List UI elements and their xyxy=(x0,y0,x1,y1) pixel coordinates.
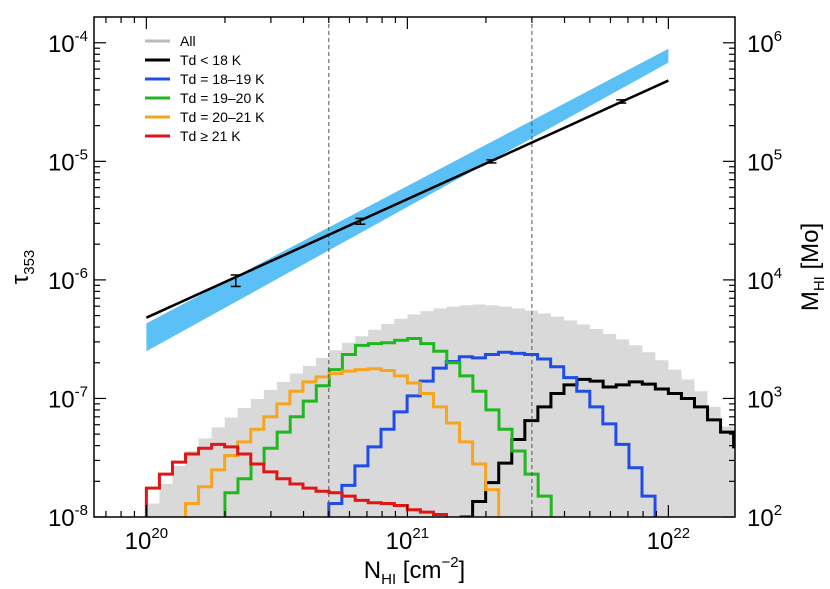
y-title-main: τ xyxy=(7,274,34,284)
tick-base: 10 xyxy=(747,149,774,176)
tick-exponent: 20 xyxy=(151,525,168,542)
legend-item-0: All xyxy=(145,33,196,49)
tick-exponent: -4 xyxy=(75,28,88,45)
error-bar-1 xyxy=(230,274,241,288)
tick-base: 10 xyxy=(747,268,774,295)
legend-item-1: Td < 18 K xyxy=(145,52,242,68)
plot-frame xyxy=(93,16,736,518)
y2-title-sub: HI xyxy=(811,276,828,291)
x-axis-title: NHI [cm−2] xyxy=(364,554,465,588)
y2-tick-label: 104 xyxy=(747,265,782,295)
tick-base: 10 xyxy=(647,528,674,555)
x-title-unit: [cm xyxy=(396,557,441,584)
y2-tick-label: 105 xyxy=(747,146,782,176)
tick-exponent: -7 xyxy=(75,383,88,400)
legend-label: Td = 19–20 K xyxy=(180,90,265,106)
histogram-series-5 xyxy=(144,442,449,517)
legend-label: Td = 18–19 K xyxy=(180,71,265,87)
tick-exponent: 21 xyxy=(412,525,429,542)
tick-exponent: 6 xyxy=(774,28,782,45)
error-bar-4 xyxy=(616,99,627,104)
error-bar-3 xyxy=(486,159,497,164)
x-tick-label: 1020 xyxy=(125,525,168,555)
axes: 1020 1021 102210-810-710-610-510-410210310… xyxy=(7,16,828,588)
tick-base: 10 xyxy=(48,505,75,532)
y-title-sub: 353 xyxy=(21,250,38,275)
tick-base: 10 xyxy=(747,31,774,58)
legend-item-5: Td ≥ 21 K xyxy=(145,128,241,144)
tick-exponent: -8 xyxy=(75,502,88,519)
tick-exponent: 2 xyxy=(774,502,782,519)
y-axis-title: τ353 xyxy=(7,250,38,285)
tick-base: 10 xyxy=(747,505,774,532)
error-bar-2 xyxy=(355,217,366,225)
tick-exponent: -5 xyxy=(75,146,88,163)
tick-exponent: 5 xyxy=(774,146,782,163)
plot-area xyxy=(144,17,735,517)
legend-label: All xyxy=(180,33,196,49)
y-tick-label: 10-6 xyxy=(48,265,88,295)
tick-base: 10 xyxy=(48,149,75,176)
y2-axis-title: MHI [Mo] xyxy=(797,223,828,311)
legend-item-4: Td = 20–21 K xyxy=(145,109,265,125)
x-title-unit-sup: −2 xyxy=(441,554,458,571)
legend-label: Td = 20–21 K xyxy=(180,109,265,125)
y2-title-unit: [Mo] xyxy=(797,223,824,276)
x-title-sub: HI xyxy=(381,571,396,588)
histogram-all xyxy=(146,304,735,517)
y-tick-label: 10-7 xyxy=(48,383,88,413)
x-tick-label: 1022 xyxy=(647,525,690,555)
y-tick-label: 10-5 xyxy=(48,146,88,176)
fit-line xyxy=(145,79,669,319)
legend-label: Td ≥ 21 K xyxy=(180,128,241,144)
legend-item-2: Td = 18–19 K xyxy=(145,71,265,87)
y-tick-label: 10-8 xyxy=(48,502,88,532)
tick-base: 10 xyxy=(125,528,152,555)
y2-tick-label: 103 xyxy=(747,383,782,413)
tick-exponent: 3 xyxy=(774,383,782,400)
y2-tick-label: 106 xyxy=(747,28,782,58)
x-title-main: N xyxy=(364,557,381,584)
tick-base: 10 xyxy=(48,268,75,295)
legend-label: Td < 18 K xyxy=(180,52,242,68)
tick-base: 10 xyxy=(747,386,774,413)
histogram-series-3 xyxy=(223,337,553,517)
x-title-unit-end: ] xyxy=(459,557,466,584)
tick-exponent: -6 xyxy=(75,265,88,282)
legend-item-3: Td = 19–20 K xyxy=(145,90,265,106)
legend: All Td < 18 K Td = 18–19 K Td = 19–20 K Td =… xyxy=(145,33,265,144)
histogram-series-2 xyxy=(327,350,657,517)
tick-base: 10 xyxy=(48,386,75,413)
tick-exponent: 4 xyxy=(774,265,782,282)
tick-base: 10 xyxy=(48,31,75,58)
y-tick-label: 10-4 xyxy=(48,28,88,58)
tick-exponent: 22 xyxy=(673,525,690,542)
y2-title-main: M xyxy=(797,291,824,311)
y2-tick-label: 102 xyxy=(747,502,782,532)
tick-base: 10 xyxy=(386,528,413,555)
x-tick-label: 1021 xyxy=(386,525,429,555)
